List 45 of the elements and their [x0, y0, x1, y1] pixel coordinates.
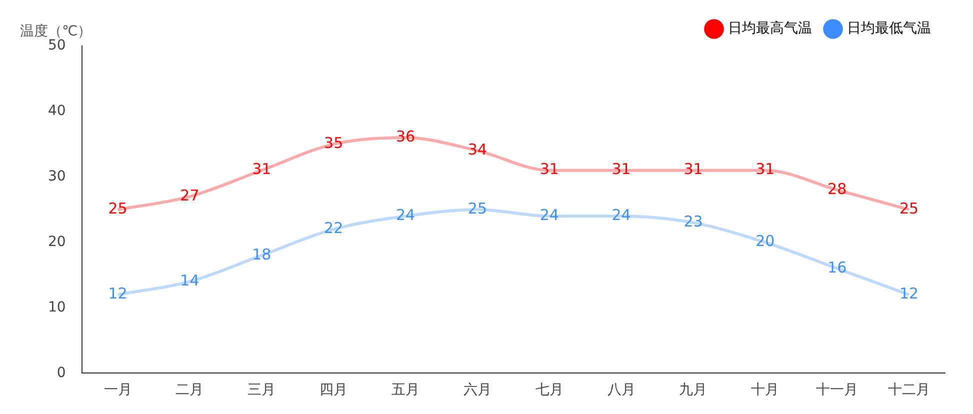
data-label: 31 — [540, 160, 559, 178]
data-label: 23 — [684, 212, 703, 231]
x-tick-label: 三月 — [248, 382, 276, 398]
data-label: 25 — [899, 199, 919, 218]
x-tick-label: 八月 — [607, 382, 636, 398]
data-label: 28 — [828, 180, 847, 198]
x-tick-label: 十二月 — [888, 382, 930, 398]
x-tick-label: 一月 — [104, 382, 132, 398]
data-label: 25 — [468, 199, 487, 218]
data-label: 36 — [396, 128, 416, 146]
data-label: 31 — [684, 160, 703, 178]
y-axis-title: 温度（℃） — [20, 24, 92, 40]
data-label: 27 — [180, 186, 200, 204]
x-tick-label: 五月 — [392, 382, 420, 398]
data-label: 22 — [324, 219, 344, 238]
data-label: 24 — [396, 206, 416, 224]
legend-label: 日均最低气温 — [847, 20, 931, 37]
x-tick-label: 六月 — [463, 382, 492, 398]
x-tick-label: 二月 — [176, 382, 204, 398]
data-label: 24 — [540, 206, 559, 224]
data-label: 14 — [180, 271, 200, 290]
y-tick-label: 20 — [48, 234, 66, 250]
data-label: 35 — [324, 134, 344, 152]
data-label: 18 — [252, 245, 272, 264]
x-tick-label: 十月 — [751, 382, 780, 398]
x-tick-label: 十一月 — [816, 382, 858, 398]
data-label: 31 — [756, 160, 775, 178]
y-tick-label: 50 — [48, 38, 66, 54]
data-label: 34 — [468, 140, 487, 159]
y-tick-label: 10 — [48, 299, 66, 316]
y-tick-label: 40 — [48, 103, 66, 120]
legend-label: 日均最高气温 — [728, 20, 812, 37]
y-tick-label: 30 — [48, 168, 66, 185]
x-tick-label: 九月 — [679, 382, 708, 398]
data-label: 12 — [108, 284, 128, 303]
data-label: 16 — [828, 258, 847, 276]
x-tick-label: 七月 — [535, 382, 564, 398]
data-label: 31 — [252, 160, 272, 178]
data-label: 31 — [612, 160, 631, 178]
data-label: 24 — [612, 206, 631, 224]
data-label: 20 — [756, 232, 775, 250]
data-label: 25 — [108, 199, 128, 218]
x-tick-label: 四月 — [320, 382, 348, 398]
data-label: 12 — [899, 284, 919, 303]
y-tick-label: 0 — [56, 364, 66, 381]
